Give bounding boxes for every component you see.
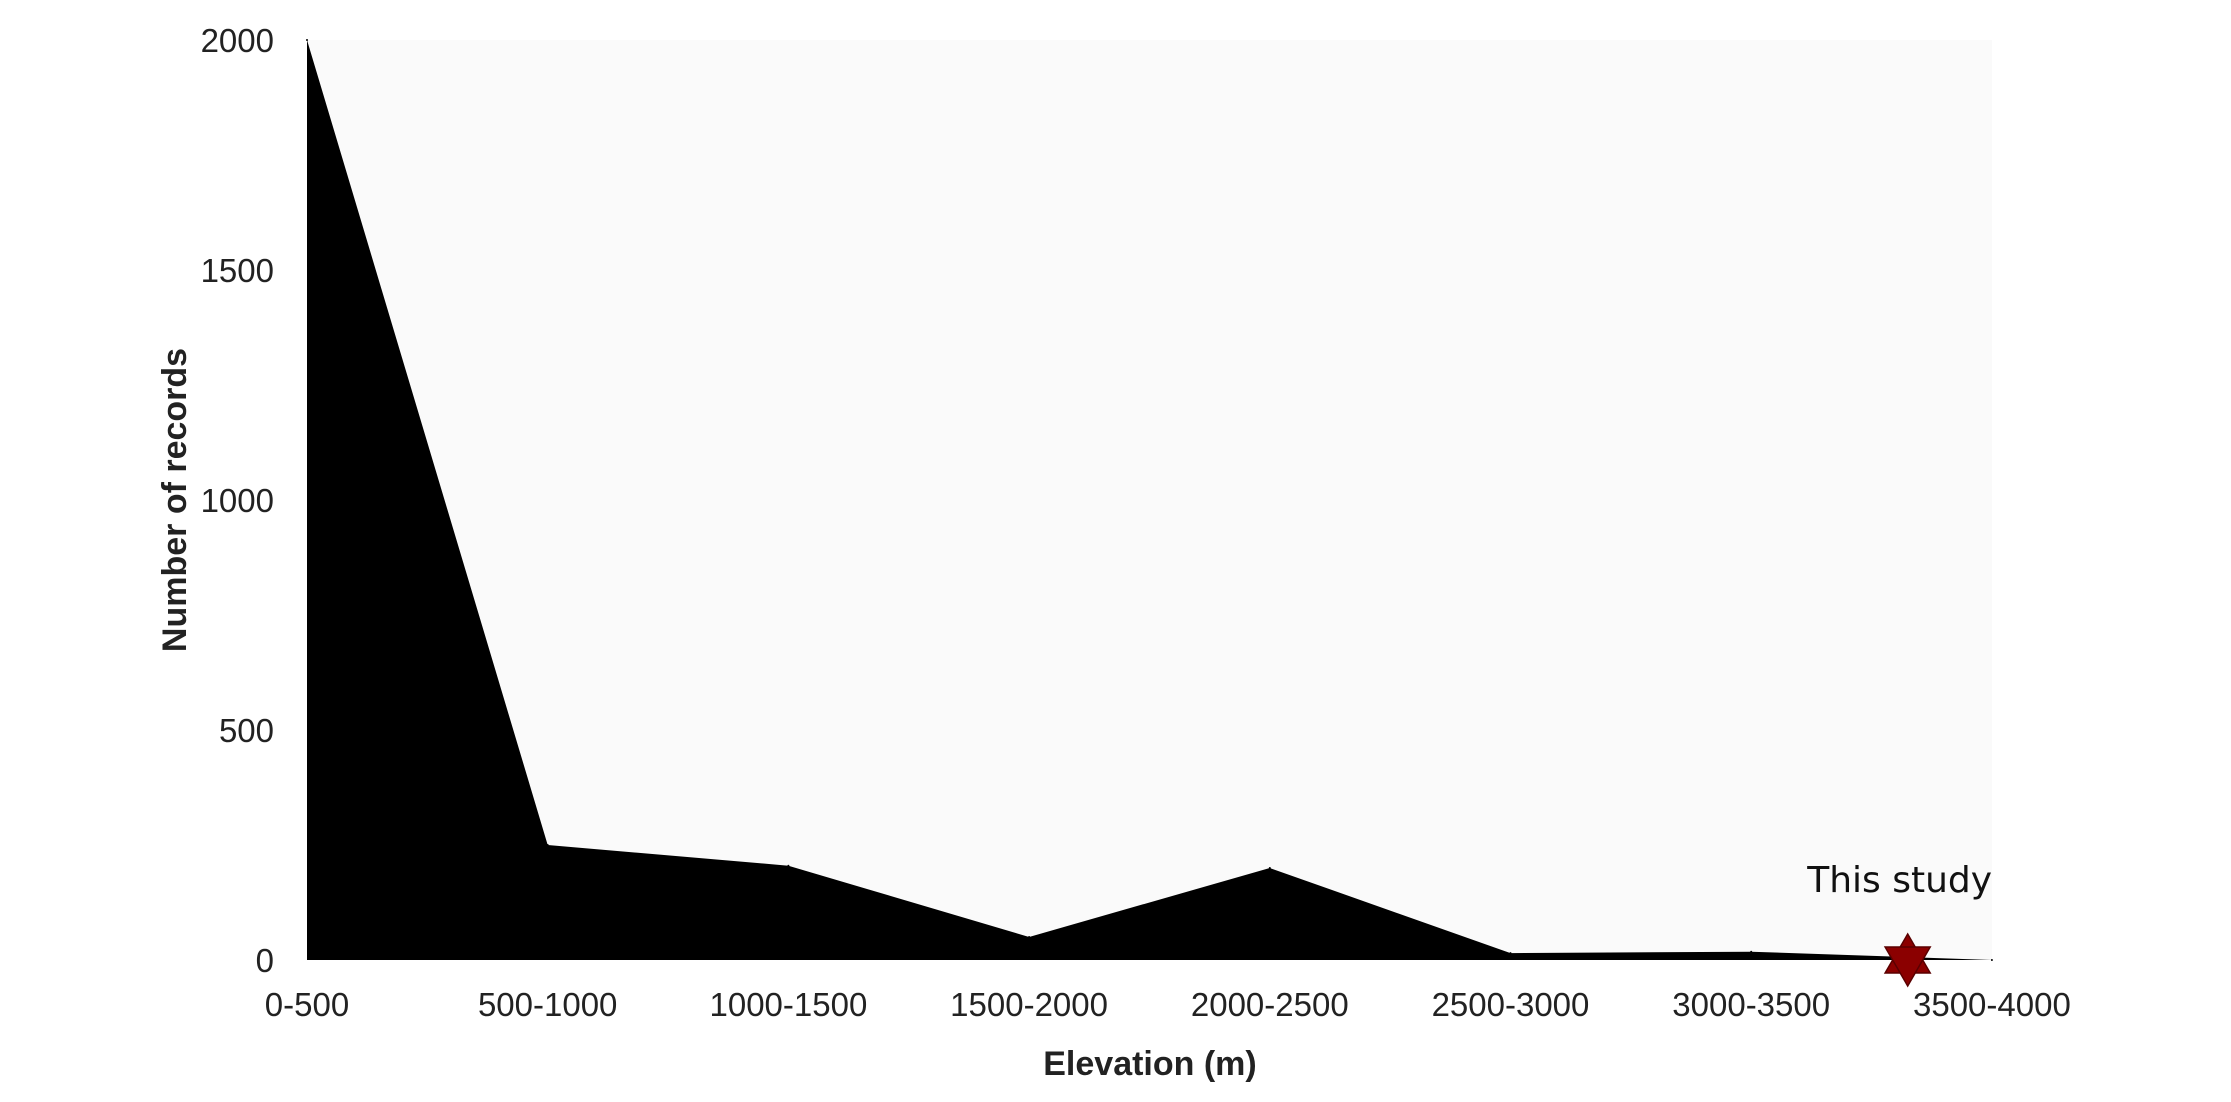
y-axis-title: Number of records [156,348,194,652]
data-point-0-500 [306,39,308,41]
this-study-label: This study [1806,860,1992,901]
area-layer [306,39,1993,961]
data-point-1000-1500 [787,864,790,867]
data-point-3500-4000 [1990,959,1993,961]
star-triangle [1883,946,1932,988]
y-axis-ticks: 0 500 1000 1500 2000 [201,22,274,979]
data-point-2500-3000 [1509,952,1512,955]
x-tick-label-2500-3000: 2500-3000 [1432,986,1590,1023]
y-tick-label-1000: 1000 [201,482,274,519]
x-tick-label-3000-3500: 3000-3500 [1672,986,1830,1023]
data-point-500-1000 [546,844,549,846]
x-tick-label-500-1000: 500-1000 [478,986,617,1023]
annotation-layer: This study [1806,860,1992,988]
x-tick-label-1500-2000: 1500-2000 [950,986,1108,1023]
x-axis-ticks: 0-500 500-1000 1000-1500 1500-2000 2000-2500… [265,986,2071,1023]
data-point-2000-2500 [1268,867,1271,869]
plot-background [307,40,1992,960]
x-tick-label-2000-2500: 2000-2500 [1191,986,1349,1023]
y-tick-label-0: 0 [256,942,274,979]
y-tick-label-2000: 2000 [201,22,274,59]
x-tick-label-0-500: 0-500 [265,986,349,1023]
y-tick-label-1500: 1500 [201,252,274,289]
y-tick-label-500: 500 [219,712,274,749]
x-tick-label-3500-4000: 3500-4000 [1913,986,2071,1023]
area-series [307,40,1992,960]
data-point-1500-2000 [1028,936,1031,938]
data-point-3000-3500 [1750,950,1753,953]
this-study-star-icon [1883,932,1932,988]
x-tick-label-1000-1500: 1000-1500 [709,986,867,1023]
x-axis-title: Elevation (m) [1043,1045,1256,1083]
